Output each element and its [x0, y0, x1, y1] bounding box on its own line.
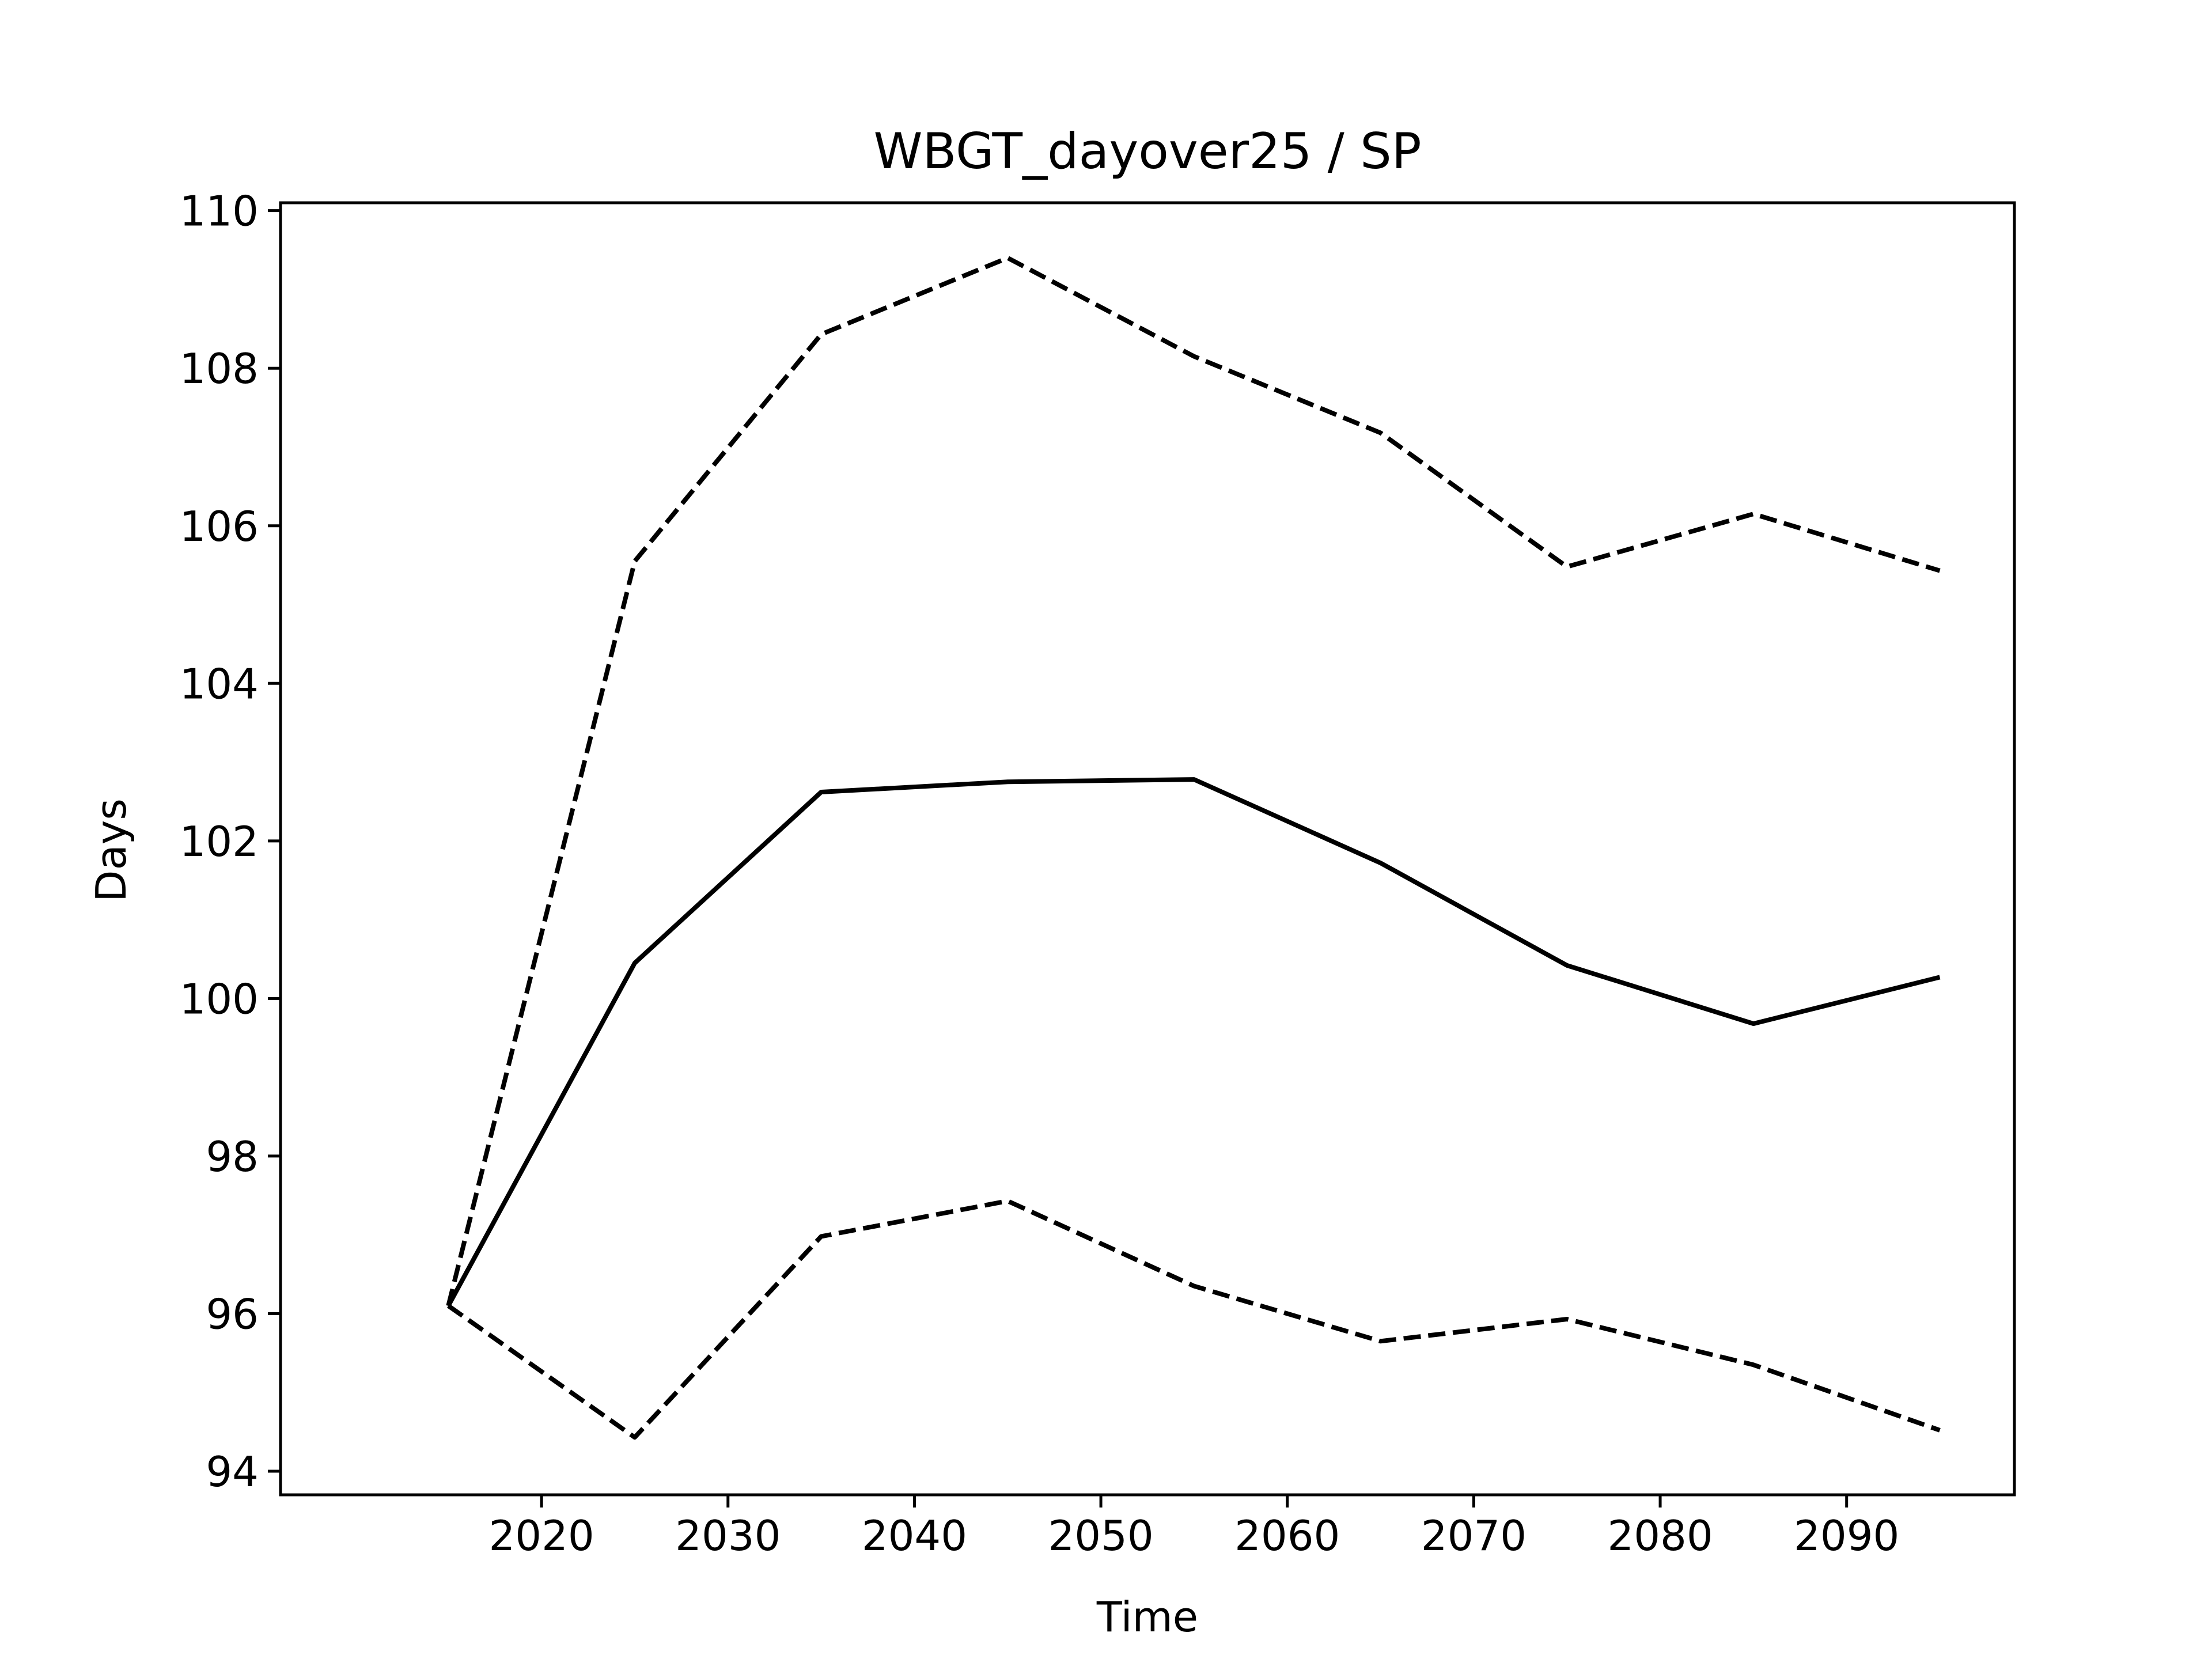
x-tick-label: 2070 [1421, 1512, 1527, 1560]
y-tick-label: 108 [180, 344, 259, 393]
series-line-1 [446, 777, 1941, 1307]
y-tick-label: 98 [206, 1132, 259, 1181]
y-tick-label: 96 [206, 1290, 259, 1338]
chart-title: WBGT_dayover25 / SP [873, 123, 1421, 180]
y-axis-label: Days [87, 798, 135, 902]
y-axis-ticks: 94 96 98 100 102 104 106 108 110 [180, 187, 281, 1496]
plot-frame [279, 201, 2016, 1497]
y-tick-label: 110 [180, 187, 259, 236]
x-axis-ticks: 2020 2030 2040 2050 2060 2070 2080 2090 [489, 1495, 1899, 1560]
x-tick-label: 2050 [1048, 1512, 1153, 1560]
series-group [446, 255, 1941, 1440]
x-tick-label: 2040 [862, 1512, 967, 1560]
x-tick-label: 2080 [1607, 1512, 1713, 1560]
x-tick-label: 2020 [489, 1512, 594, 1560]
series-line-2 [446, 255, 1941, 1306]
y-tick-label: 102 [180, 817, 259, 866]
x-axis-label: Time [1096, 1593, 1198, 1641]
y-tick-label: 104 [180, 660, 259, 708]
x-tick-label: 2060 [1234, 1512, 1340, 1560]
x-tick-label: 2090 [1794, 1512, 1899, 1560]
y-tick-label: 100 [180, 975, 259, 1023]
y-tick-label: 106 [180, 502, 259, 551]
x-tick-label: 2030 [675, 1512, 781, 1560]
series-line-3 [446, 1198, 1941, 1440]
y-tick-label: 94 [206, 1448, 259, 1496]
